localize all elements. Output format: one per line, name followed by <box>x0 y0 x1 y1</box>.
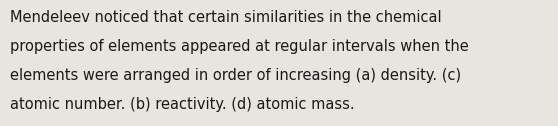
Text: Mendeleev noticed that certain similarities in the chemical: Mendeleev noticed that certain similarit… <box>10 10 442 25</box>
Text: elements were arranged in order of increasing (a) density. (c): elements were arranged in order of incre… <box>10 68 461 83</box>
Text: properties of elements appeared at regular intervals when the: properties of elements appeared at regul… <box>10 39 469 54</box>
Text: atomic number. (b) reactivity. (d) atomic mass.: atomic number. (b) reactivity. (d) atomi… <box>10 97 355 112</box>
